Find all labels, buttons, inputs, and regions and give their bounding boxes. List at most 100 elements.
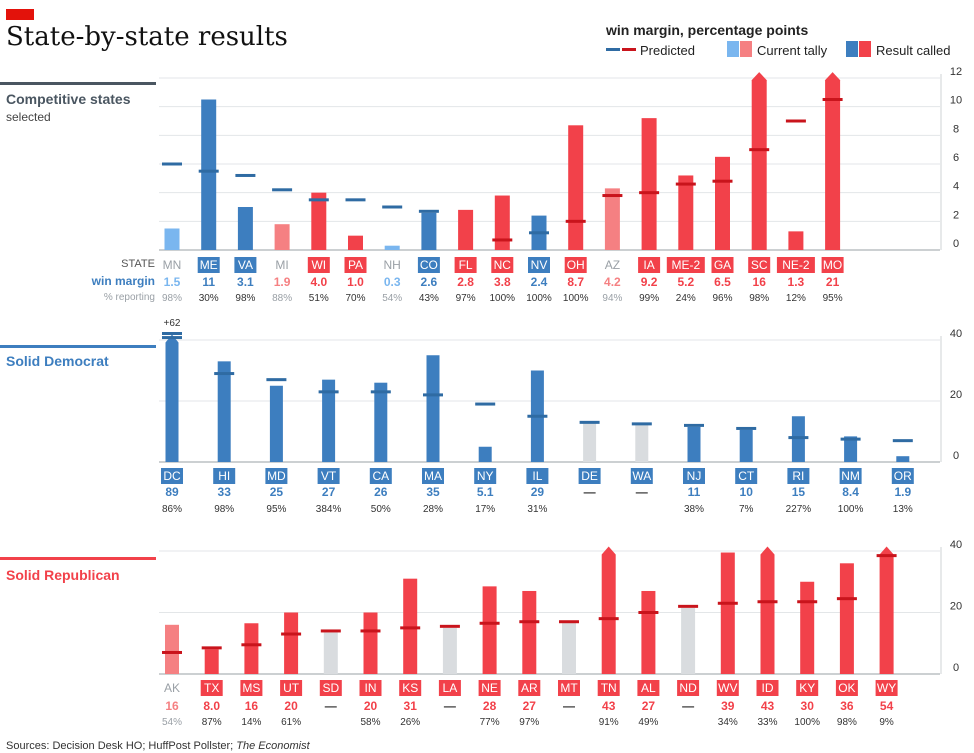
reporting-pct: 14% <box>241 717 261 728</box>
state-label-box <box>307 257 330 273</box>
win-margin-value: 26 <box>374 485 388 499</box>
reporting-pct: 88% <box>272 293 292 304</box>
row-label-state: STATE <box>121 258 155 270</box>
state-label-box <box>716 680 739 696</box>
state-column-ca: CA 26 50% <box>369 382 392 515</box>
reporting-pct: 100% <box>563 293 589 304</box>
reporting-pct: 94% <box>602 293 622 304</box>
state-column-wy: WY 54 9% <box>875 546 898 728</box>
state-column-ma: MA 35 28% <box>422 355 444 515</box>
win-margin-value: 20 <box>364 699 378 713</box>
state-abbr: WV <box>718 681 737 695</box>
overflow-label: +62 <box>164 318 181 329</box>
state-column-wa: WA — <box>630 422 653 499</box>
state-label-box <box>399 680 422 696</box>
state-column-wi: WI 4.0 51% <box>307 192 330 304</box>
state-label-box <box>748 257 771 273</box>
predicted-marker-ia <box>639 191 660 195</box>
state-column-id: ID 43 33% <box>756 546 779 728</box>
win-margin-value: 3.1 <box>237 275 254 289</box>
predicted-marker-tn <box>598 617 619 621</box>
reporting-pct: 100% <box>794 717 820 728</box>
state-column-oh: OH 8.7 100% <box>563 125 589 304</box>
predicted-marker-wi <box>308 198 329 202</box>
bar-or <box>896 456 910 462</box>
predicted-marker-co <box>418 209 439 213</box>
reporting-pct: 34% <box>718 717 738 728</box>
state-abbr: MS <box>242 681 260 695</box>
predicted-marker-wv <box>717 601 738 605</box>
predicted-marker-ar <box>519 620 540 624</box>
y-tick-label: 8 <box>953 123 959 135</box>
reporting-pct: 7% <box>739 504 754 515</box>
predicted-marker-me <box>198 169 219 173</box>
state-column-sd: SD — <box>319 629 342 713</box>
predicted-marker-az <box>602 194 623 198</box>
state-column-ne-2: NE-2 1.3 12% <box>776 119 815 304</box>
predicted-marker-mn <box>162 162 182 166</box>
bar-mn <box>164 228 180 250</box>
state-column-co: CO 2.6 43% <box>417 209 440 304</box>
dem-section-rule <box>0 345 156 348</box>
reporting-pct: 28% <box>423 504 443 515</box>
legend-predicted-rep-swatch <box>622 48 636 51</box>
reporting-pct: 98% <box>749 293 769 304</box>
reporting-pct: 58% <box>360 717 380 728</box>
overflow-predicted-marker <box>162 332 182 335</box>
bar-me-2 <box>678 175 694 250</box>
state-label-box <box>240 680 263 696</box>
bar-oh <box>568 125 584 250</box>
state-label-box <box>875 680 898 696</box>
legend-current-label: Current tally <box>757 43 828 58</box>
state-label-box <box>161 468 183 484</box>
state-abbr: WY <box>877 681 896 695</box>
win-margin-value: 28 <box>483 699 497 713</box>
state-abbr: MA <box>424 469 442 483</box>
predicted-marker-mi <box>272 188 293 192</box>
state-label-box <box>213 468 236 484</box>
bar-nm <box>844 436 858 462</box>
predicted-marker-oh <box>565 219 586 223</box>
state-label-box <box>666 257 705 273</box>
state-column-hi: HI 33 98% <box>213 361 236 515</box>
rep-section-rule <box>0 557 156 560</box>
predicted-marker-sc <box>749 148 770 152</box>
state-label-box <box>317 468 340 484</box>
bar-sd <box>323 632 338 674</box>
y-tick-label: 0 <box>953 662 959 674</box>
state-label-box <box>265 468 288 484</box>
state-abbr: HI <box>218 469 230 483</box>
reporting-pct: 31% <box>527 504 547 515</box>
win-margin-value: 11 <box>202 275 215 289</box>
bar-ut <box>284 612 299 674</box>
reporting-pct: 49% <box>638 717 658 728</box>
state-column-nj: NJ 11 38% <box>683 423 705 515</box>
win-margin-value: 39 <box>721 699 735 713</box>
win-margin-value: 15 <box>792 485 806 499</box>
win-margin-value: — <box>444 699 456 713</box>
bar-id <box>760 546 775 674</box>
state-column-nc: NC 3.8 100% <box>490 195 515 304</box>
reporting-pct: 99% <box>639 293 659 304</box>
page-title: State-by-state results <box>6 22 288 52</box>
state-abbr: RI <box>792 469 804 483</box>
bar-wa <box>635 423 649 462</box>
state-abbr: MT <box>560 681 578 695</box>
reporting-pct: 9% <box>879 717 894 728</box>
reporting-pct: 12% <box>786 293 806 304</box>
state-column-ok: OK 36 98% <box>835 563 858 728</box>
bar-ri <box>791 416 805 462</box>
state-column-mt: MT — <box>558 620 580 713</box>
state-column-al: AL 27 49% <box>637 590 660 728</box>
reporting-pct: 96% <box>712 293 732 304</box>
reporting-pct: 77% <box>480 717 500 728</box>
reporting-pct: 100% <box>838 504 864 515</box>
state-abbr: GA <box>714 258 731 272</box>
bar-nh <box>384 245 400 250</box>
state-abbr: CO <box>420 258 438 272</box>
state-label-box <box>474 468 497 484</box>
reporting-pct: 97% <box>456 293 476 304</box>
state-column-fl: FL 2.8 97% <box>454 209 477 304</box>
